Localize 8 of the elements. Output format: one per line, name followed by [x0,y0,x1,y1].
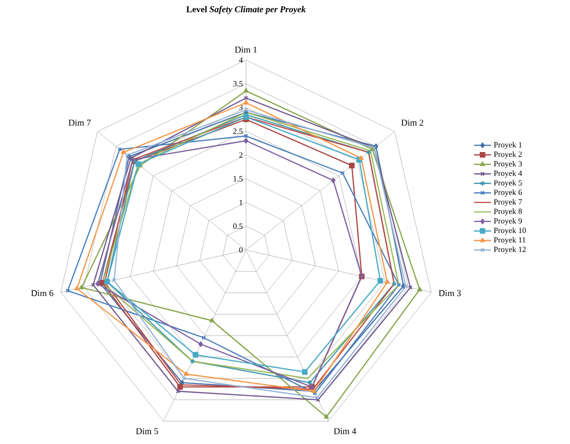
chart-title: Level Safety Climate per Proyek [186,6,306,14]
spoke-label: Dim 1 [234,46,257,53]
spoke-label: Dim 5 [136,428,158,434]
spoke-label: Dim 3 [438,290,461,296]
spoke-label: Dim 4 [334,428,356,434]
spoke-label: Dim 2 [401,120,424,126]
spoke-label: Dim 7 [68,120,91,126]
spoke-label: Dim 6 [31,290,54,296]
